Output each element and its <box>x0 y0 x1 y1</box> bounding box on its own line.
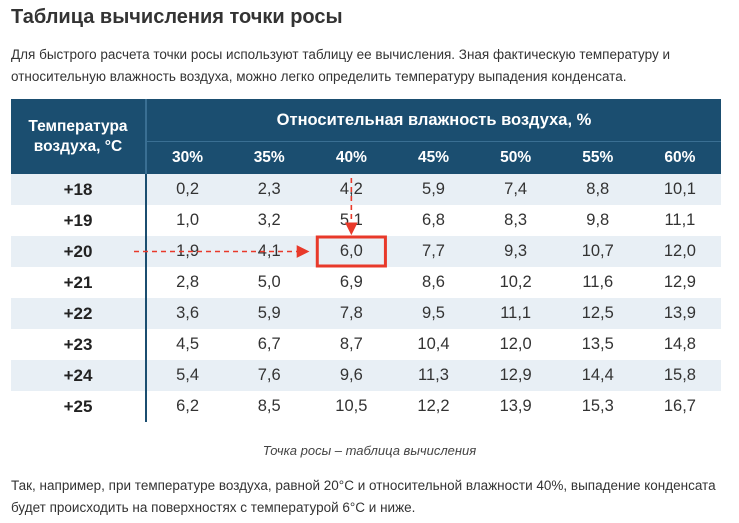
dew-point-cell: 2,8 <box>146 267 229 298</box>
dew-point-cell: 12,2 <box>392 391 475 422</box>
dew-point-cell: 1,0 <box>146 205 229 236</box>
humidity-columns-row: 30% 35% 40% 45% 50% 55% 60% <box>11 141 721 174</box>
temperature-header: Температура воздуха, °С <box>11 99 147 174</box>
dew-point-cell: 8,6 <box>392 267 475 298</box>
table-row: +18 0,2 2,3 4,2 5,9 7,4 8,8 10,1 <box>11 174 721 205</box>
temperature-cell: +25 <box>11 391 147 422</box>
page-title: Таблица вычисления точки росы <box>11 6 343 28</box>
table-row: +25 6,2 8,5 10,5 12,2 13,9 15,3 16,7 <box>11 391 721 422</box>
humidity-column-header: 60% <box>638 141 721 174</box>
dew-point-cell: 12,0 <box>638 236 721 267</box>
dew-point-cell: 1,9 <box>146 236 229 267</box>
dew-point-cell: 11,3 <box>392 360 475 391</box>
dew-point-cell: 0,2 <box>146 174 229 205</box>
dew-point-cell: 6,7 <box>228 329 311 360</box>
dew-point-cell: 4,2 <box>310 174 393 205</box>
dew-point-cell: 5,9 <box>228 298 311 329</box>
dew-point-cell: 11,1 <box>474 298 557 329</box>
dew-point-cell: 6,8 <box>392 205 475 236</box>
dew-point-cell: 4,1 <box>228 236 311 267</box>
humidity-column-header: 35% <box>228 141 311 174</box>
dew-point-cell: 10,2 <box>474 267 557 298</box>
dew-point-cell: 8,7 <box>310 329 393 360</box>
dew-point-cell: 14,8 <box>638 329 721 360</box>
table-row: +23 4,5 6,7 8,7 10,4 12,0 13,5 14,8 <box>11 329 721 360</box>
dew-point-cell: 3,2 <box>228 205 311 236</box>
table-row: +24 5,4 7,6 9,6 11,3 12,9 14,4 15,8 <box>11 360 721 391</box>
temperature-cell: +23 <box>11 329 147 360</box>
dew-point-cell: 12,0 <box>474 329 557 360</box>
dew-point-cell: 12,5 <box>556 298 639 329</box>
dew-point-cell: 10,1 <box>638 174 721 205</box>
dew-point-cell: 15,3 <box>556 391 639 422</box>
dew-point-cell: 10,5 <box>310 391 393 422</box>
humidity-column-header: 50% <box>474 141 557 174</box>
dew-point-cell: 12,9 <box>474 360 557 391</box>
table-caption: Точка росы – таблица вычисления <box>262 443 477 458</box>
dew-point-cell: 7,8 <box>310 298 393 329</box>
dew-point-cell: 3,6 <box>146 298 229 329</box>
dew-point-cell: 6,9 <box>310 267 393 298</box>
table-row: +22 3,6 5,9 7,8 9,5 11,1 12,5 13,9 <box>11 298 721 329</box>
table-row: +20 1,9 4,1 6,0 7,7 9,3 10,7 12,0 <box>11 236 721 267</box>
dew-point-cell: 16,7 <box>638 391 721 422</box>
humidity-column-header: 45% <box>392 141 475 174</box>
dew-point-cell: 7,6 <box>228 360 311 391</box>
dew-point-cell: 9,3 <box>474 236 557 267</box>
dew-point-cell: 13,9 <box>474 391 557 422</box>
table-row: +21 2,8 5,0 6,9 8,6 10,2 11,6 12,9 <box>11 267 721 298</box>
dew-point-cell: 9,5 <box>392 298 475 329</box>
dew-point-cell: 4,5 <box>146 329 229 360</box>
temperature-cell: +20 <box>11 236 147 267</box>
dew-point-cell: 13,5 <box>556 329 639 360</box>
temperature-cell: +18 <box>11 174 147 205</box>
dew-point-cell: 5,1 <box>310 205 393 236</box>
dew-point-cell: 11,6 <box>556 267 639 298</box>
dew-point-cell: 15,8 <box>638 360 721 391</box>
temperature-header-line2: воздуха, °С <box>33 137 123 155</box>
dew-point-cell: 5,0 <box>228 267 311 298</box>
dew-point-cell: 13,9 <box>638 298 721 329</box>
dew-point-cell: 12,9 <box>638 267 721 298</box>
dew-point-cell: 6,0 <box>310 236 393 267</box>
dew-point-cell: 8,5 <box>228 391 311 422</box>
dew-point-table: Температура воздуха, °С Относительная вл… <box>11 99 721 422</box>
dew-point-cell: 5,4 <box>146 360 229 391</box>
dew-point-cell: 10,7 <box>556 236 639 267</box>
table-row: +19 1,0 3,2 5,1 6,8 8,3 9,8 11,1 <box>11 205 721 236</box>
table-body: +18 0,2 2,3 4,2 5,9 7,4 8,8 10,1 +19 1,0 3,2 5,1 6,8… <box>11 174 721 422</box>
temperature-cell: +19 <box>11 205 147 236</box>
dew-point-cell: 8,3 <box>474 205 557 236</box>
temperature-cell: +24 <box>11 360 147 391</box>
outro-paragraph: Так, например, при температуре воздуха, … <box>11 478 716 515</box>
temperature-cell: +21 <box>11 267 147 298</box>
temperature-header-line1: Температура <box>28 117 128 135</box>
humidity-header: Относительная влажность воздуха, % <box>146 99 721 142</box>
humidity-column-header: 55% <box>556 141 639 174</box>
intro-paragraph: Для быстрого расчета точки росы использу… <box>11 47 671 84</box>
humidity-column-header: 30% <box>146 141 229 174</box>
dew-point-cell: 6,2 <box>146 391 229 422</box>
humidity-column-header: 40% <box>310 141 393 174</box>
dew-point-cell: 9,8 <box>556 205 639 236</box>
dew-point-cell: 9,6 <box>310 360 393 391</box>
dew-point-cell: 11,1 <box>638 205 721 236</box>
dew-point-cell: 5,9 <box>392 174 475 205</box>
temperature-cell: +22 <box>11 298 147 329</box>
dew-point-cell: 8,8 <box>556 174 639 205</box>
dew-point-cell: 2,3 <box>228 174 311 205</box>
dew-point-cell: 7,4 <box>474 174 557 205</box>
dew-point-cell: 14,4 <box>556 360 639 391</box>
dew-point-cell: 7,7 <box>392 236 475 267</box>
dew-point-cell: 10,4 <box>392 329 475 360</box>
dew-point-table-container: Температура воздуха, °С Относительная вл… <box>11 99 721 429</box>
